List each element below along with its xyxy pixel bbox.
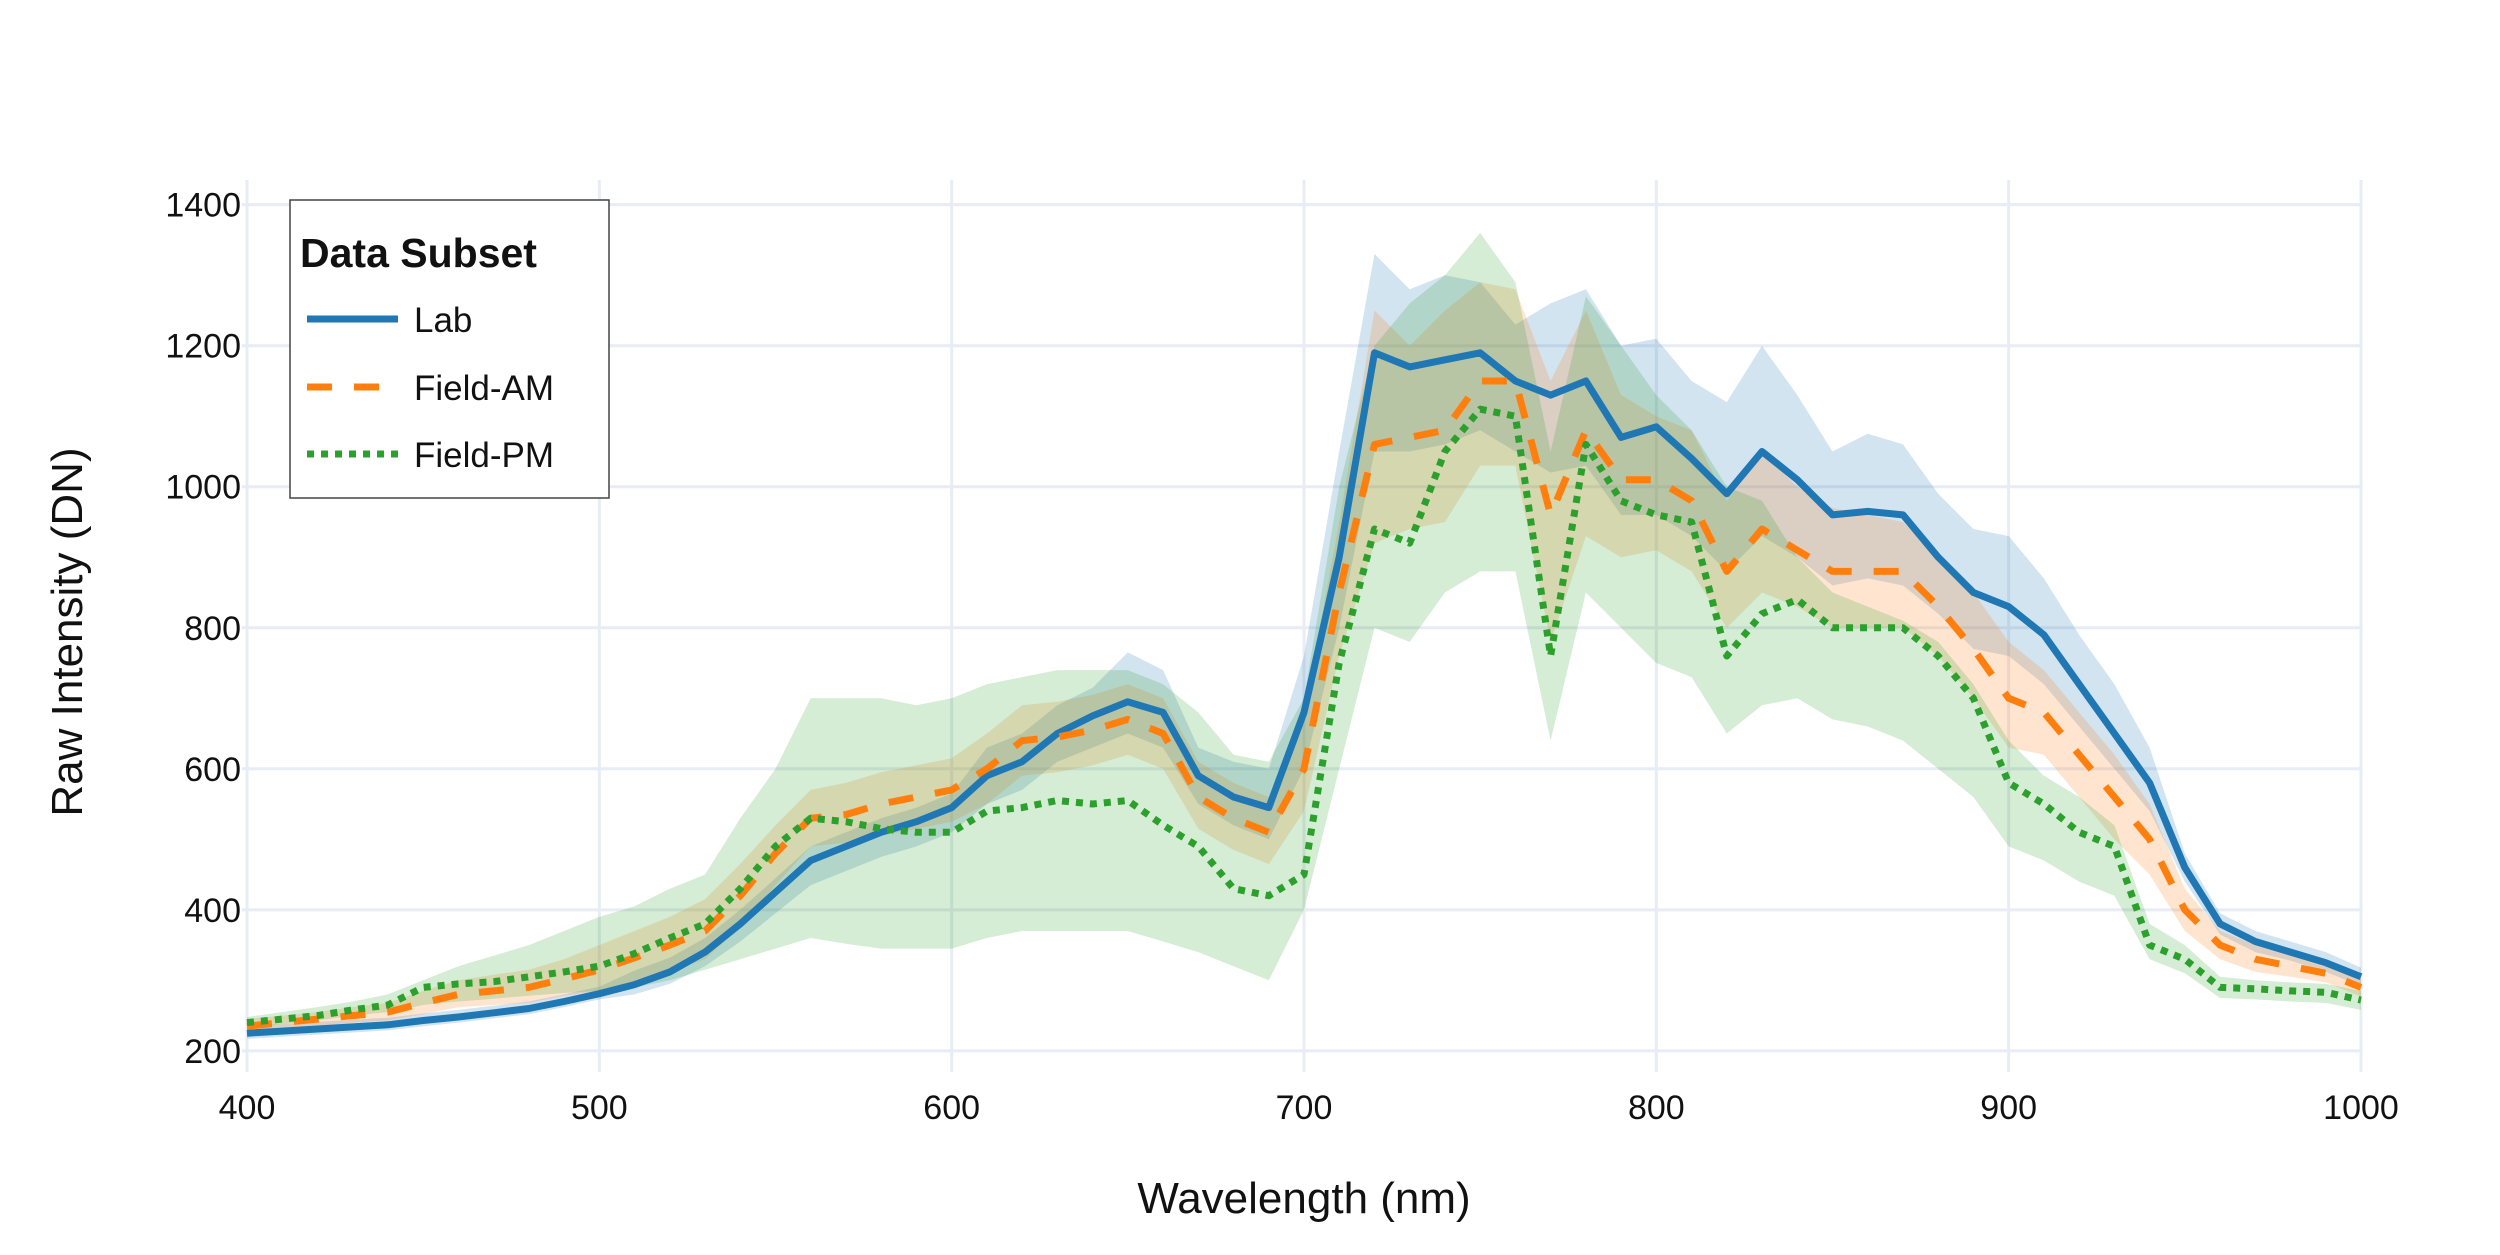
x-tick-label: 600 <box>923 1089 980 1127</box>
x-tick-label: 800 <box>1628 1089 1685 1127</box>
y-tick-labels: 200 400 600 800 1000 1200 1400 <box>165 187 241 1071</box>
x-tick-label: 1000 <box>2323 1089 2399 1127</box>
x-axis-title: Wavelength (nm) <box>1137 1174 1470 1223</box>
x-tick-label: 700 <box>1276 1089 1333 1127</box>
line-field-pm <box>246 405 2362 1027</box>
y-tick-label: 1000 <box>165 469 241 507</box>
legend-box <box>289 199 610 499</box>
legend-title: Data Subset <box>300 230 537 276</box>
series-lines <box>246 349 2363 1037</box>
legend: Data Subset Lab Field-AM Field-PM <box>289 199 610 499</box>
y-tick-label: 1400 <box>165 187 241 225</box>
y-tick-label: 600 <box>184 751 241 789</box>
band-field-pm <box>247 232 2361 1029</box>
line-field-am <box>246 377 2363 1030</box>
y-tick-label: 400 <box>184 892 241 930</box>
x-tick-label: 400 <box>219 1089 276 1127</box>
x-tick-label: 500 <box>571 1089 628 1127</box>
x-tick-labels: 400 500 600 700 800 900 1000 <box>219 1089 2399 1127</box>
legend-label-lab: Lab <box>414 301 472 340</box>
legend-label-field-pm: Field-PM <box>414 436 554 475</box>
y-tick-label: 800 <box>184 610 241 648</box>
legend-label-field-am: Field-AM <box>414 369 554 408</box>
y-tick-label: 1200 <box>165 328 241 366</box>
y-tick-label: 200 <box>184 1033 241 1071</box>
x-tick-label: 900 <box>1980 1089 2037 1127</box>
line-lab <box>246 349 2363 1037</box>
y-axis-title: Raw Intensity (DN) <box>43 447 92 816</box>
